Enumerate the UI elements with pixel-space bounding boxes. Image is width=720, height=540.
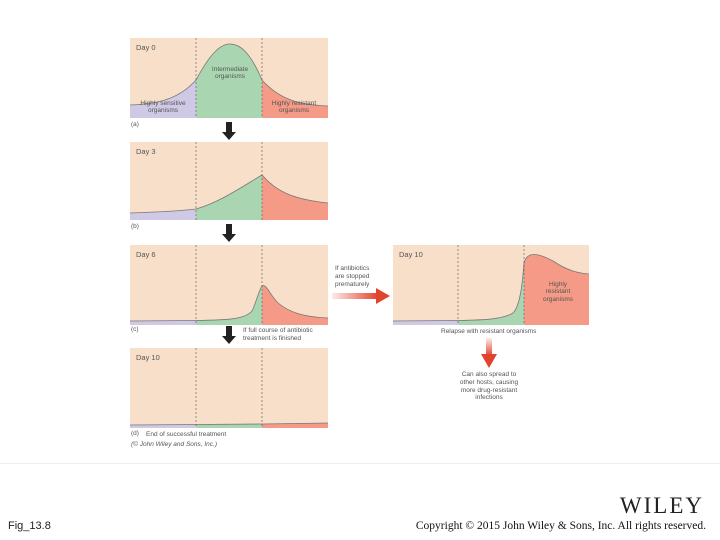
intermediate-label: Intermediate organisms [211, 66, 249, 81]
curve-day3 [130, 142, 328, 220]
figure-label: Fig_13.8 [8, 520, 51, 532]
down-arrow-icon [222, 224, 236, 242]
note-stopped-prematurely: If antibiotics are stopped prematurely [335, 265, 370, 288]
note-end-treatment: End of successful treatment [146, 431, 227, 438]
panel-e-day10-relapse: Day 10 Highly resistant organisms [393, 245, 589, 325]
panel-b-day3: Day 3 [130, 142, 328, 220]
right-arrow-icon [332, 288, 390, 304]
footer-divider [0, 463, 720, 464]
figure-13-8: Day 0 Intermediate organisms Highly sensi… [130, 38, 589, 448]
panel-letter: (c) [131, 326, 139, 333]
panel-a-day0: Day 0 Intermediate organisms Highly sensi… [130, 38, 328, 118]
note-relapse: Relapse with resistant organisms [441, 328, 537, 335]
curve-day6 [130, 245, 328, 325]
down-arrow-icon [222, 122, 236, 140]
curve-day10-treated [130, 348, 328, 428]
day-label: Day 10 [136, 353, 160, 362]
panel-letter: (a) [131, 121, 139, 128]
curve-day0 [130, 38, 328, 118]
panel-c-day6: Day 6 [130, 245, 328, 325]
note-full-course: If full course of antibiotic treatment is… [243, 327, 313, 342]
panel-d-day10: Day 10 [130, 348, 328, 428]
curve-day10-relapse [393, 245, 589, 325]
day-label: Day 6 [136, 250, 156, 259]
red-down-arrow-icon [481, 338, 497, 368]
note-spread: Can also spread to other hosts, causing mo… [459, 371, 519, 402]
down-arrow-icon [222, 326, 236, 344]
wiley-logo: WILEY [619, 493, 704, 518]
resistant-label: Highly resistant organisms [271, 100, 317, 115]
panel-letter: (d) [131, 430, 139, 437]
resistant-label: Highly resistant organisms [543, 281, 573, 303]
day-label: Day 0 [136, 43, 156, 52]
credit-text: (© John Wiley and Sons, Inc.) [131, 441, 218, 448]
sensitive-label: Highly sensitive organisms [140, 100, 186, 115]
copyright-text: Copyright © 2015 John Wiley & Sons, Inc.… [415, 520, 706, 532]
day-label: Day 3 [136, 147, 156, 156]
day-label: Day 10 [399, 250, 423, 259]
panel-letter: (b) [131, 223, 139, 230]
